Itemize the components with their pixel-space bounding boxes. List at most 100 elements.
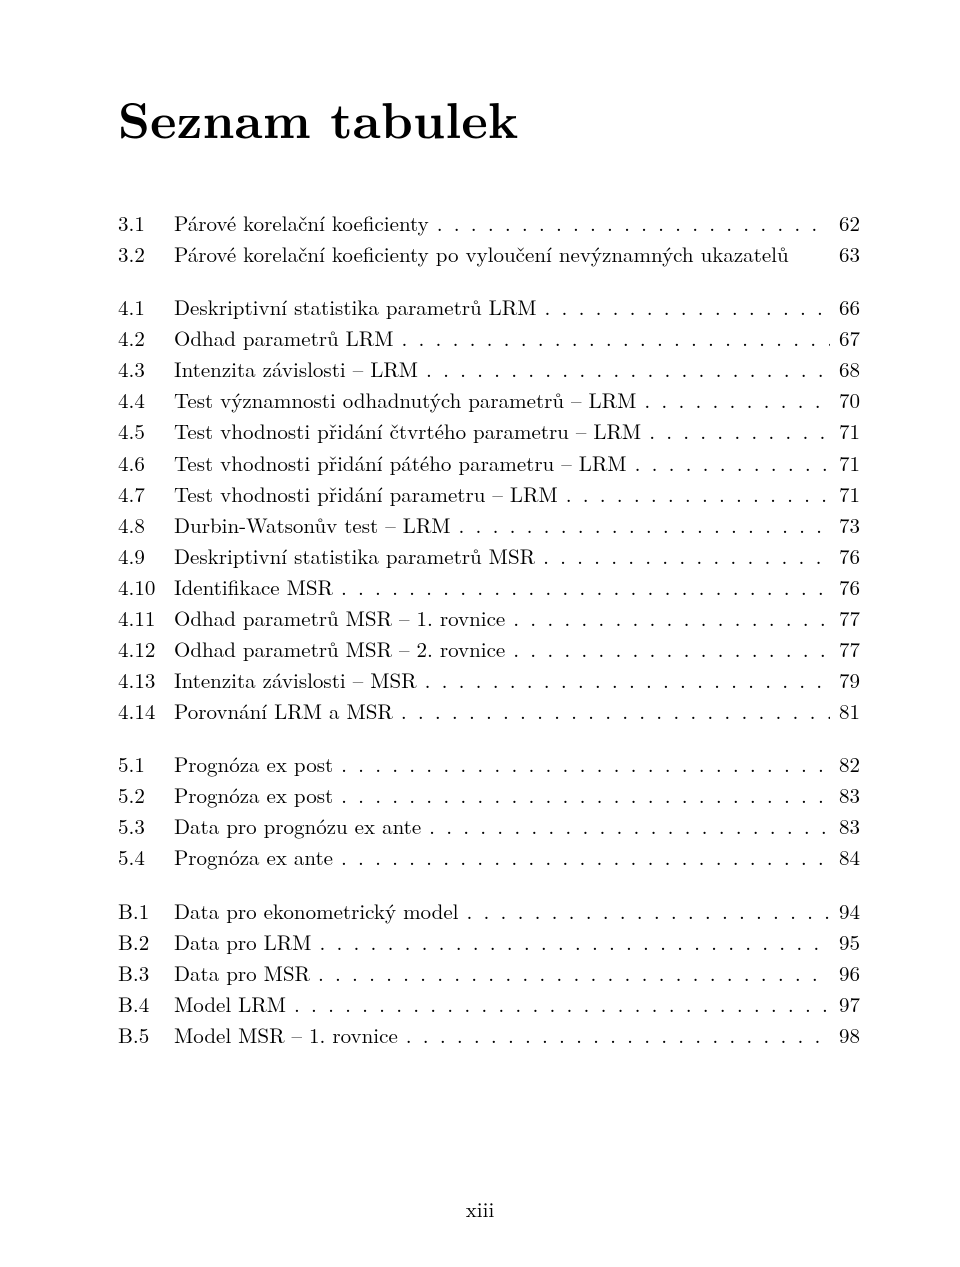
toc-row: B.2Data pro LRM95 <box>118 927 860 958</box>
toc-entry-page: 97 <box>830 989 860 1020</box>
toc-row: 4.10Identifikace MSR76 <box>118 572 860 603</box>
toc-entry-number: 4.6 <box>118 448 174 479</box>
toc-entry-number: 4.5 <box>118 416 174 447</box>
toc-leader <box>311 927 830 958</box>
toc-entry-number: B.3 <box>118 958 174 989</box>
toc-row: 5.1Prognóza ex post 82 <box>118 749 860 780</box>
toc-leader <box>505 634 830 665</box>
toc-row: B.5Model MSR – 1. rovnice98 <box>118 1020 860 1051</box>
toc-leader <box>310 958 830 989</box>
toc-entry-number: 4.7 <box>118 479 174 510</box>
toc-entry-page: 98 <box>830 1020 860 1051</box>
toc-entry-label: Data pro LRM <box>174 927 311 958</box>
toc-leader <box>417 665 830 696</box>
toc-leader <box>505 603 830 634</box>
toc-leader <box>537 292 830 323</box>
toc-entry-label: Prognóza ex ante <box>174 842 333 873</box>
toc-row: 5.2Prognóza ex post83 <box>118 780 860 811</box>
toc-row: 4.1Deskriptivní statistika parametrů LRM… <box>118 292 860 323</box>
toc-entry-label: Test vhodnosti přidání parametru – LRM <box>174 479 558 510</box>
toc-leader <box>398 1020 830 1051</box>
toc-leader <box>286 989 830 1020</box>
toc-entry-label: Test vhodnosti přidání pátého parametru … <box>174 448 627 479</box>
toc-leader <box>451 510 830 541</box>
toc-leader <box>333 780 830 811</box>
toc-entry-label: Data pro MSR <box>174 958 310 989</box>
toc-entry-label: Model MSR – 1. rovnice <box>174 1020 398 1051</box>
toc-row: 4.7Test vhodnosti přidání parametru – LR… <box>118 479 860 510</box>
toc-entry-page: 67 <box>830 323 860 354</box>
toc-entry-number: 4.2 <box>118 323 174 354</box>
toc-entry-label: Test vhodnosti přidání čtvrtého parametr… <box>174 416 641 447</box>
toc-entry-page: 77 <box>830 603 860 634</box>
toc-entry-label: Intenzita závislosti – LRM <box>174 354 418 385</box>
toc-row: 4.12Odhad parametrů MSR – 2. rovnice 77 <box>118 634 860 665</box>
toc-entry-number: 5.3 <box>118 811 174 842</box>
toc-entry-label: Model LRM <box>174 989 286 1020</box>
toc-entry-number: 4.12 <box>118 634 174 665</box>
toc-entry-page: 83 <box>830 811 860 842</box>
toc-entry-number: 4.9 <box>118 541 174 572</box>
toc-entry-number: 4.13 <box>118 665 174 696</box>
toc-entry-number: 5.4 <box>118 842 174 873</box>
toc-leader <box>393 696 830 727</box>
toc-entry-page: 79 <box>830 665 860 696</box>
toc-row: 4.14Porovnání LRM a MSR 81 <box>118 696 860 727</box>
toc-entry-label: Párové korelační koeficienty <box>174 208 429 239</box>
toc-entry-number: 4.8 <box>118 510 174 541</box>
toc-entry-page: 83 <box>830 780 860 811</box>
toc-entry-page: 76 <box>830 541 860 572</box>
toc-entry-label: Prognóza ex post <box>174 749 333 780</box>
toc-leader <box>394 323 831 354</box>
toc-entry-page: 70 <box>830 385 860 416</box>
toc-entry-label: Data pro prognózu ex ante <box>174 811 421 842</box>
toc-entry-number: 4.3 <box>118 354 174 385</box>
toc-entry-page: 84 <box>830 842 860 873</box>
toc-entry-label: Deskriptivní statistika parametrů LRM <box>174 292 537 323</box>
toc-leader <box>636 385 830 416</box>
toc-entry-page: 71 <box>830 448 860 479</box>
toc-entry-page: 62 <box>830 208 860 239</box>
toc-entry-number: 3.1 <box>118 208 174 239</box>
toc-entry-page: 94 <box>830 896 860 927</box>
toc-entry-number: 4.11 <box>118 603 174 634</box>
page: Seznam tabulek 3.1Párové korelační koefi… <box>0 0 960 1267</box>
toc-entry-label: Porovnání LRM a MSR <box>174 696 393 727</box>
toc-entry-number: 4.4 <box>118 385 174 416</box>
toc-entry-number: 4.14 <box>118 696 174 727</box>
toc-leader <box>333 572 830 603</box>
toc-leader <box>535 541 830 572</box>
toc-entry-page: 73 <box>830 510 860 541</box>
toc-entry-page: 63 <box>830 239 860 270</box>
toc-row: 5.3Data pro prognózu ex ante 83 <box>118 811 860 842</box>
toc-entry-number: 5.1 <box>118 749 174 780</box>
toc-entry-page: 81 <box>830 696 860 727</box>
toc-row: B.1Data pro ekonometrický model94 <box>118 896 860 927</box>
toc-entry-page: 96 <box>830 958 860 989</box>
toc-group: 4.1Deskriptivní statistika parametrů LRM… <box>118 292 860 727</box>
toc-entry-label: Test významnosti odhadnutých parametrů –… <box>174 385 636 416</box>
toc-leader <box>459 896 831 927</box>
toc-entry-label: Párové korelační koeficienty po vyloučen… <box>174 239 789 270</box>
toc-leader <box>333 749 830 780</box>
toc-row: 3.2Párové korelační koeficienty po vylou… <box>118 239 860 270</box>
toc-entry-page: 77 <box>830 634 860 665</box>
toc-entry-label: Odhad parametrů MSR – 2. rovnice <box>174 634 505 665</box>
toc-group: 5.1Prognóza ex post825.2Prognóza ex post… <box>118 749 860 873</box>
toc-row: 4.11Odhad parametrů MSR – 1. rovnice77 <box>118 603 860 634</box>
toc-group: B.1Data pro ekonometrický model94B.2Data… <box>118 896 860 1051</box>
toc-entry-label: Prognóza ex post <box>174 780 333 811</box>
toc-entry-label: Durbin-Watsonův test – LRM <box>174 510 451 541</box>
toc-entry-page: 76 <box>830 572 860 603</box>
toc-row: 3.1Párové korelační koeficienty 62 <box>118 208 860 239</box>
toc-entry-label: Deskriptivní statistika parametrů MSR <box>174 541 535 572</box>
toc-entry-page: 82 <box>830 749 860 780</box>
toc-row: 5.4Prognóza ex ante 84 <box>118 842 860 873</box>
toc-entry-label: Odhad parametrů LRM <box>174 323 394 354</box>
toc-leader <box>421 811 830 842</box>
toc-row: B.3Data pro MSR 96 <box>118 958 860 989</box>
toc-entry-number: 3.2 <box>118 239 174 270</box>
toc-row: 4.4Test významnosti odhadnutých parametr… <box>118 385 860 416</box>
page-title: Seznam tabulek <box>118 80 860 154</box>
toc-entry-number: 4.1 <box>118 292 174 323</box>
